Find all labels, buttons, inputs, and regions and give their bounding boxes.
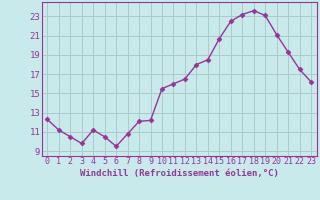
X-axis label: Windchill (Refroidissement éolien,°C): Windchill (Refroidissement éolien,°C) [80,169,279,178]
